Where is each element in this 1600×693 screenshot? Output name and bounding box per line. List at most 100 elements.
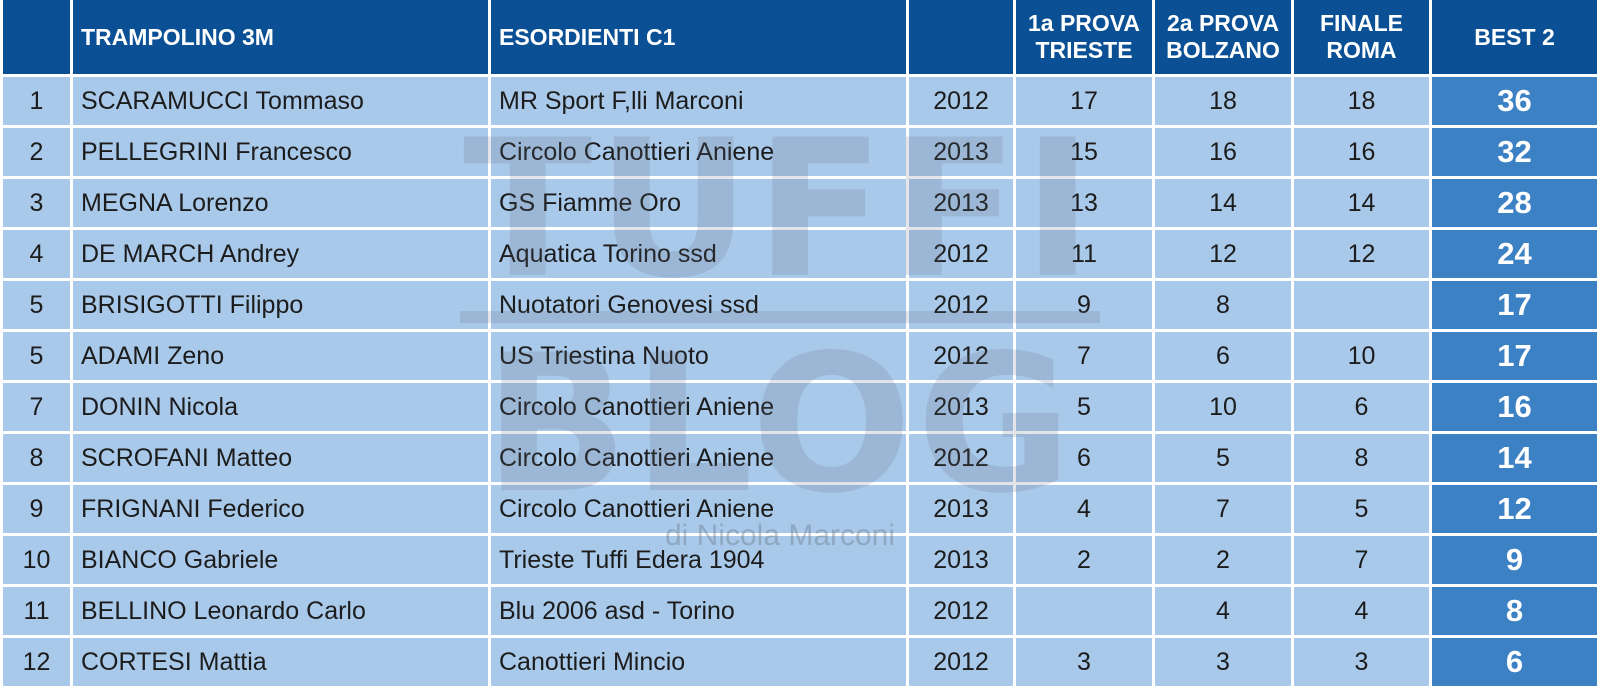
cell-birth-year: 2012 [909, 638, 1016, 689]
cell-athlete-name: BIANCO Gabriele [73, 536, 491, 587]
cell-rank: 5 [0, 332, 73, 383]
table-row: 4 DE MARCH Andrey Aquatica Torino ssd 2012 1… [0, 230, 1600, 281]
table-row: 5 BRISIGOTTI Filippo Nuotatori Genovesi ss… [0, 281, 1600, 332]
table-row: 3 MEGNA Lorenzo GS Fiamme Oro 2013 13 14 14 28 [0, 179, 1600, 230]
cell-finale-score: 10 [1294, 332, 1432, 383]
cell-rank: 3 [0, 179, 73, 230]
cell-best2-total: 24 [1432, 230, 1600, 281]
cell-athlete-name: BELLINO Leonardo Carlo [73, 587, 491, 638]
header-prova2: 2a PROVA BOLZANO [1155, 0, 1294, 77]
cell-club: Circolo Canottieri Aniene [491, 128, 909, 179]
header-finale: FINALE ROMA [1294, 0, 1432, 77]
header-year [909, 0, 1016, 77]
cell-rank: 1 [0, 77, 73, 128]
cell-prova2-score: 16 [1155, 128, 1294, 179]
header-prova1: 1a PROVA TRIESTE [1016, 0, 1155, 77]
table-row: 11 BELLINO Leonardo Carlo Blu 2006 asd - T… [0, 587, 1600, 638]
cell-finale-score: 3 [1294, 638, 1432, 689]
cell-birth-year: 2012 [909, 230, 1016, 281]
cell-club: US Triestina Nuoto [491, 332, 909, 383]
header-event: TRAMPOLINO 3M [73, 0, 491, 77]
cell-rank: 7 [0, 383, 73, 434]
cell-birth-year: 2012 [909, 587, 1016, 638]
cell-prova2-score: 7 [1155, 485, 1294, 536]
cell-finale-score: 8 [1294, 434, 1432, 485]
table-row: 10 BIANCO Gabriele Trieste Tuffi Edera 190… [0, 536, 1600, 587]
cell-prova1-score: 5 [1016, 383, 1155, 434]
cell-club: Circolo Canottieri Aniene [491, 485, 909, 536]
cell-prova1-score: 9 [1016, 281, 1155, 332]
cell-rank: 2 [0, 128, 73, 179]
cell-finale-score: 16 [1294, 128, 1432, 179]
header-row: TRAMPOLINO 3M ESORDIENTI C1 1a PROVA TRI… [0, 0, 1600, 77]
cell-prova2-score: 2 [1155, 536, 1294, 587]
cell-finale-score: 18 [1294, 77, 1432, 128]
cell-birth-year: 2013 [909, 179, 1016, 230]
cell-athlete-name: SCARAMUCCI Tommaso [73, 77, 491, 128]
table-row: 9 FRIGNANI Federico Circolo Canottieri Ani… [0, 485, 1600, 536]
header-best: BEST 2 [1432, 0, 1600, 77]
cell-finale-score: 7 [1294, 536, 1432, 587]
cell-club: Circolo Canottieri Aniene [491, 434, 909, 485]
cell-prova2-score: 4 [1155, 587, 1294, 638]
cell-finale-score: 5 [1294, 485, 1432, 536]
table-row: 8 SCROFANI Matteo Circolo Canottieri Anien… [0, 434, 1600, 485]
cell-prova1-score: 6 [1016, 434, 1155, 485]
cell-club: Circolo Canottieri Aniene [491, 383, 909, 434]
cell-best2-total: 14 [1432, 434, 1600, 485]
cell-prova2-score: 10 [1155, 383, 1294, 434]
table-row: 7 DONIN Nicola Circolo Canottieri Aniene 20… [0, 383, 1600, 434]
cell-finale-score: 6 [1294, 383, 1432, 434]
cell-athlete-name: MEGNA Lorenzo [73, 179, 491, 230]
cell-prova2-score: 18 [1155, 77, 1294, 128]
cell-prova1-score: 15 [1016, 128, 1155, 179]
cell-birth-year: 2013 [909, 536, 1016, 587]
cell-finale-score: 12 [1294, 230, 1432, 281]
cell-finale-score: 14 [1294, 179, 1432, 230]
cell-prova1-score: 11 [1016, 230, 1155, 281]
cell-best2-total: 28 [1432, 179, 1600, 230]
cell-athlete-name: CORTESI Mattia [73, 638, 491, 689]
cell-rank: 10 [0, 536, 73, 587]
cell-best2-total: 12 [1432, 485, 1600, 536]
table-row: 1 SCARAMUCCI Tommaso MR Sport F,lli Marcon… [0, 77, 1600, 128]
cell-birth-year: 2013 [909, 383, 1016, 434]
cell-birth-year: 2013 [909, 485, 1016, 536]
cell-birth-year: 2012 [909, 77, 1016, 128]
cell-prova1-score [1016, 587, 1155, 638]
cell-rank: 12 [0, 638, 73, 689]
cell-best2-total: 32 [1432, 128, 1600, 179]
cell-prova1-score: 4 [1016, 485, 1155, 536]
cell-prova1-score: 13 [1016, 179, 1155, 230]
cell-best2-total: 17 [1432, 332, 1600, 383]
cell-prova2-score: 8 [1155, 281, 1294, 332]
cell-club: GS Fiamme Oro [491, 179, 909, 230]
header-rank [0, 0, 73, 77]
cell-athlete-name: SCROFANI Matteo [73, 434, 491, 485]
cell-club: Trieste Tuffi Edera 1904 [491, 536, 909, 587]
cell-birth-year: 2013 [909, 128, 1016, 179]
cell-finale-score [1294, 281, 1432, 332]
cell-best2-total: 8 [1432, 587, 1600, 638]
cell-club: Canottieri Mincio [491, 638, 909, 689]
cell-athlete-name: BRISIGOTTI Filippo [73, 281, 491, 332]
cell-rank: 5 [0, 281, 73, 332]
cell-athlete-name: ADAMI Zeno [73, 332, 491, 383]
cell-prova1-score: 2 [1016, 536, 1155, 587]
cell-prova1-score: 17 [1016, 77, 1155, 128]
cell-prova2-score: 5 [1155, 434, 1294, 485]
cell-finale-score: 4 [1294, 587, 1432, 638]
header-category: ESORDIENTI C1 [491, 0, 909, 77]
cell-rank: 11 [0, 587, 73, 638]
cell-birth-year: 2012 [909, 281, 1016, 332]
cell-club: Nuotatori Genovesi ssd [491, 281, 909, 332]
cell-prova2-score: 12 [1155, 230, 1294, 281]
cell-athlete-name: PELLEGRINI Francesco [73, 128, 491, 179]
cell-prova2-score: 3 [1155, 638, 1294, 689]
cell-birth-year: 2012 [909, 434, 1016, 485]
cell-prova1-score: 7 [1016, 332, 1155, 383]
cell-club: MR Sport F,lli Marconi [491, 77, 909, 128]
cell-rank: 4 [0, 230, 73, 281]
cell-best2-total: 16 [1432, 383, 1600, 434]
cell-club: Blu 2006 asd - Torino [491, 587, 909, 638]
